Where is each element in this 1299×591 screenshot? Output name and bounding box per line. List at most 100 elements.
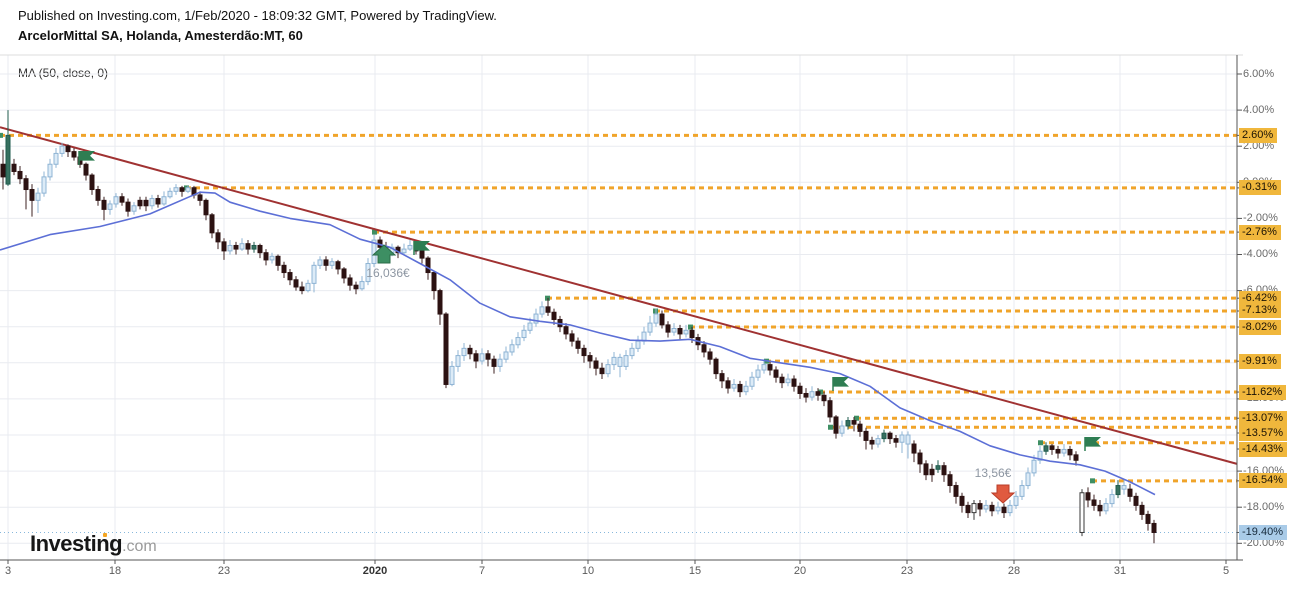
- candle: [239, 238, 245, 251]
- candle: [335, 259, 341, 275]
- candle: [617, 353, 623, 378]
- level-line--16.54%[interactable]: [1090, 478, 1237, 484]
- ma-line[interactable]: [0, 191, 1156, 496]
- candle: [755, 364, 761, 381]
- candle: [593, 357, 599, 376]
- level-label[interactable]: -11.62%: [1239, 384, 1287, 400]
- candle: [929, 463, 935, 482]
- arrow-down-icon[interactable]: [990, 484, 1016, 504]
- candle: [581, 344, 587, 363]
- price-note-label: 16,036€: [366, 266, 410, 280]
- candle: [647, 315, 653, 336]
- candle: [791, 375, 797, 392]
- level-line--0.31%[interactable]: [184, 185, 1237, 191]
- level-label[interactable]: -14.43%: [1239, 441, 1287, 457]
- level-label[interactable]: -13.57%: [1239, 425, 1287, 441]
- candle: [137, 196, 143, 210]
- candle: [287, 268, 293, 286]
- candle: [575, 337, 581, 354]
- candle: [977, 499, 983, 517]
- y-axis-label: -4.00%: [1243, 248, 1278, 260]
- flag-marker-icon[interactable]: [1084, 437, 1101, 451]
- candle: [155, 194, 161, 208]
- candle: [0, 149, 6, 190]
- candle: [869, 436, 875, 450]
- level-label[interactable]: -16.54%: [1239, 473, 1287, 489]
- level-label[interactable]: -2.76%: [1239, 224, 1281, 240]
- candle: [995, 501, 1001, 515]
- candle: [665, 321, 671, 338]
- candle: [263, 249, 269, 266]
- level-line--7.13%[interactable]: [653, 308, 1237, 314]
- logo-brand-text: Investing: [30, 531, 123, 556]
- candle: [935, 460, 941, 473]
- candle: [953, 481, 959, 504]
- candle: [737, 380, 743, 398]
- candle: [95, 185, 101, 206]
- level-anchor-icon: [0, 132, 3, 138]
- candle: [107, 200, 113, 215]
- level-line--8.02%[interactable]: [688, 324, 1237, 330]
- candle: [971, 499, 977, 520]
- y-axis-label: -2.00%: [1243, 211, 1278, 224]
- arrow-up-icon[interactable]: [371, 244, 397, 264]
- candle: [989, 501, 995, 517]
- candle: [41, 171, 47, 197]
- level-line--6.42%[interactable]: [545, 295, 1237, 301]
- candle: [461, 342, 467, 361]
- candle: [479, 348, 485, 365]
- candle: [809, 386, 815, 401]
- candle: [1073, 451, 1079, 466]
- y-axis-label: -18.00%: [1243, 500, 1284, 513]
- candle: [101, 196, 107, 221]
- level-label[interactable]: -6.42%: [1239, 290, 1281, 306]
- level-line--2.76%[interactable]: [372, 229, 1237, 235]
- candle: [401, 243, 407, 255]
- level-line--13.07%[interactable]: [854, 415, 1237, 421]
- level-lines[interactable]: [0, 132, 1237, 484]
- candle: [1067, 445, 1073, 461]
- logo-suffix-text: .com: [122, 538, 157, 555]
- candle: [209, 212, 215, 239]
- candle: [743, 380, 749, 396]
- date-label: 23: [217, 565, 231, 577]
- candle: [281, 261, 287, 278]
- level-label[interactable]: -8.02%: [1239, 319, 1281, 335]
- candle: [185, 185, 191, 194]
- level-label[interactable]: -9.91%: [1239, 353, 1281, 369]
- candle: [455, 350, 461, 372]
- level-label[interactable]: -7.13%: [1239, 303, 1281, 319]
- level-line--14.43%[interactable]: [1038, 440, 1237, 446]
- candle: [467, 344, 473, 360]
- level-label[interactable]: 2.60%: [1239, 127, 1278, 143]
- level-anchor-icon: [372, 229, 377, 235]
- level-label[interactable]: -13.07%: [1239, 410, 1287, 426]
- annotation-markers[interactable]: [78, 151, 1101, 504]
- candle: [623, 350, 629, 371]
- candle: [629, 342, 635, 360]
- candle: [53, 148, 59, 168]
- candle: [179, 185, 185, 197]
- candle: [257, 243, 263, 259]
- trendline[interactable]: [0, 126, 1238, 465]
- candle: [779, 373, 785, 389]
- candle: [917, 449, 923, 473]
- level-line--13.57%[interactable]: [828, 424, 1237, 430]
- candle: [365, 258, 371, 286]
- candle: [833, 415, 839, 439]
- candlestick-series[interactable]: [0, 110, 1157, 544]
- candle: [1043, 442, 1049, 455]
- candle: [701, 341, 707, 358]
- level-line-2.60%[interactable]: [0, 132, 1237, 138]
- date-label: 10: [581, 565, 595, 577]
- flag-marker-icon[interactable]: [78, 151, 95, 165]
- level-label[interactable]: -0.31%: [1239, 180, 1281, 196]
- candle: [731, 379, 737, 392]
- flag-marker-icon[interactable]: [832, 377, 849, 391]
- flag-marker-icon[interactable]: [413, 241, 430, 255]
- candle: [143, 196, 149, 212]
- logo-dot-icon: [103, 533, 107, 537]
- ma-indicator-label[interactable]: MA (50, close, 0): [18, 66, 109, 80]
